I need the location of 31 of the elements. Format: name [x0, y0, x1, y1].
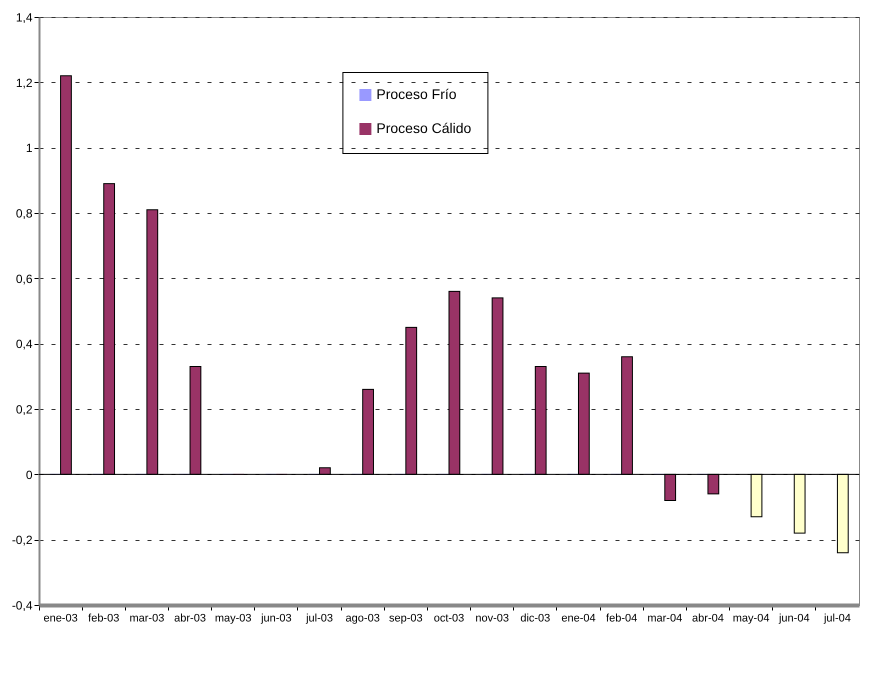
y-tick-label: 0,8: [16, 206, 33, 220]
x-tick-label: ene-03: [43, 612, 78, 624]
x-tick-label: ene-04: [561, 612, 596, 624]
y-tick-label: -0,4: [12, 598, 33, 612]
y-tick-label: 1: [26, 141, 33, 156]
y-tick-label: 0: [26, 468, 33, 482]
y-tick-label: 0,2: [16, 402, 33, 416]
y-tick-label: 0,4: [16, 337, 33, 352]
x-tick-label: sep-03: [389, 612, 423, 624]
y-tick-label: 1,4: [16, 10, 33, 24]
x-tick-label: jul-03: [305, 612, 333, 624]
y-tick-label: 0,6: [16, 272, 33, 286]
x-tick-label: jun-04: [778, 612, 810, 624]
legend-label: Proceso Cálido: [376, 120, 472, 136]
x-tick-label: mar-03: [129, 612, 164, 624]
x-tick-label: mar-04: [647, 612, 682, 624]
x-tick-label: feb-04: [606, 612, 638, 624]
y-tick-label: 1,2: [16, 76, 33, 90]
x-tick-label: nov-03: [475, 612, 509, 624]
x-tick-label: may-04: [732, 612, 770, 624]
x-tick-label: abr-03: [174, 612, 206, 624]
x-tick-label: dic-03: [520, 612, 550, 624]
x-tick-label: feb-03: [88, 612, 120, 624]
x-tick-label: jun-03: [260, 612, 292, 624]
x-tick-label: may-03: [214, 612, 252, 624]
y-tick-label: -0,2: [12, 533, 33, 548]
x-tick-label: ago-03: [346, 612, 380, 624]
x-tick-label: jul-04: [822, 612, 851, 624]
legend-label: Proceso Frío: [376, 86, 457, 102]
x-tick-label: oct-03: [434, 612, 464, 624]
x-tick-label: abr-04: [692, 612, 724, 624]
